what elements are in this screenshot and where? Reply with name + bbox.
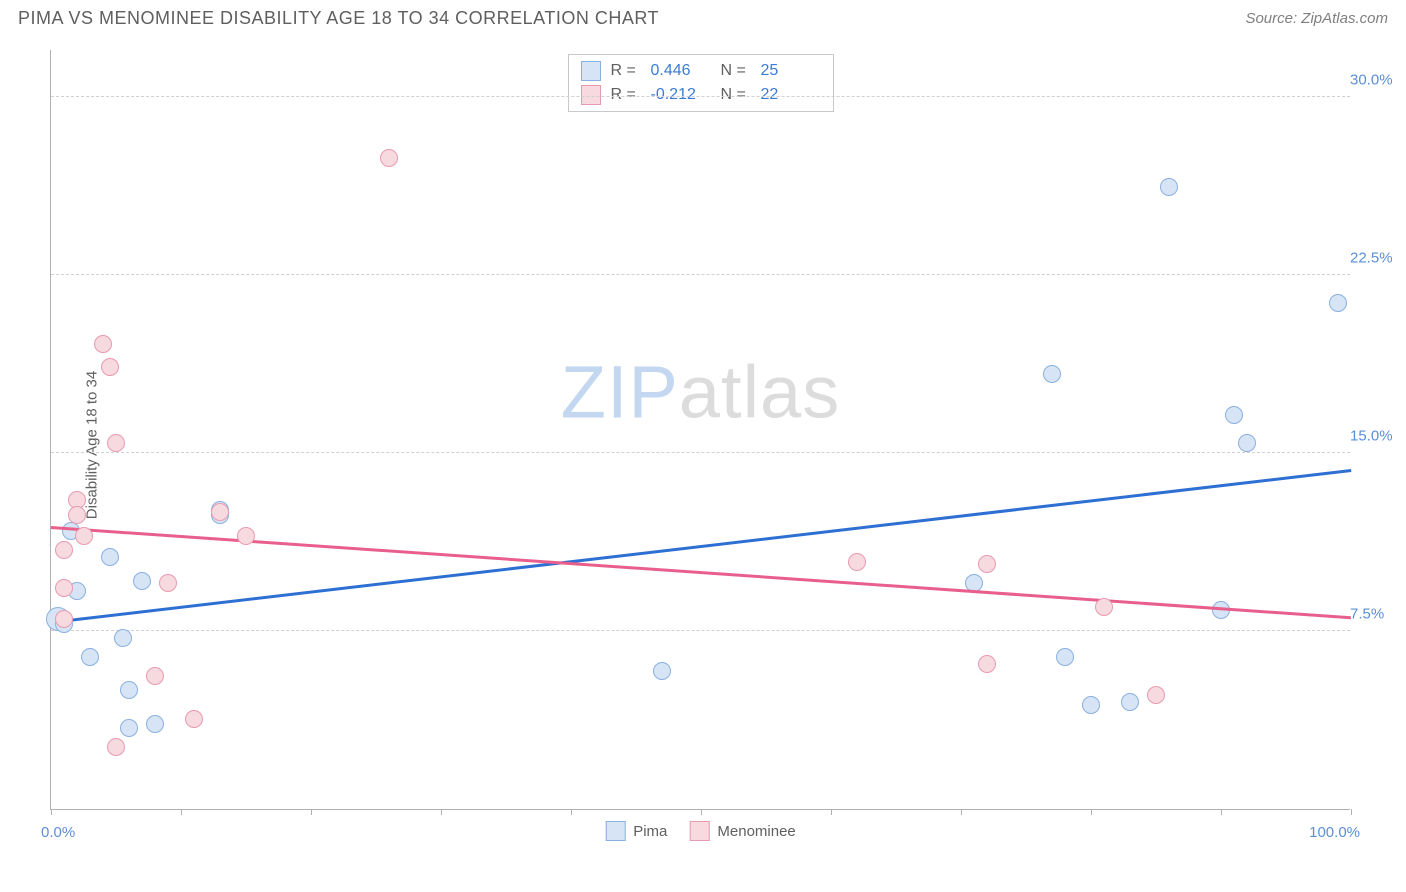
- scatter-point: [75, 527, 93, 545]
- series-swatch: [581, 61, 601, 81]
- stats-row: R = 0.446 N = 25: [581, 59, 821, 83]
- gridline: [51, 452, 1350, 453]
- scatter-point: [146, 667, 164, 685]
- scatter-point: [1082, 696, 1100, 714]
- legend-swatch: [689, 821, 709, 841]
- scatter-point: [94, 335, 112, 353]
- chart-title: PIMA VS MENOMINEE DISABILITY AGE 18 TO 3…: [18, 8, 659, 29]
- scatter-point: [237, 527, 255, 545]
- x-tick: [1091, 809, 1092, 815]
- y-tick-label: 30.0%: [1350, 71, 1400, 88]
- scatter-point: [1238, 434, 1256, 452]
- r-value: 0.446: [651, 62, 711, 80]
- y-tick-label: 22.5%: [1350, 249, 1400, 266]
- scatter-point: [1147, 686, 1165, 704]
- x-axis-max-label: 100.0%: [1309, 824, 1360, 841]
- y-tick-label: 7.5%: [1350, 605, 1400, 622]
- scatter-point: [101, 548, 119, 566]
- y-tick-label: 15.0%: [1350, 427, 1400, 444]
- watermark-zip: ZIP: [561, 350, 679, 433]
- gridline: [51, 274, 1350, 275]
- scatter-point: [1043, 365, 1061, 383]
- gridline: [51, 630, 1350, 631]
- x-tick: [961, 809, 962, 815]
- plot-area: ZIPatlas R =0.446N =25R =-0.212N =22 0.0…: [50, 50, 1350, 810]
- legend-item: Menominee: [689, 821, 795, 841]
- scatter-point: [653, 662, 671, 680]
- x-tick: [1351, 809, 1352, 815]
- gridline: [51, 96, 1350, 97]
- scatter-point: [1160, 178, 1178, 196]
- scatter-point: [1329, 294, 1347, 312]
- scatter-point: [380, 149, 398, 167]
- scatter-point: [848, 553, 866, 571]
- x-tick: [571, 809, 572, 815]
- source-label: Source: ZipAtlas.com: [1245, 10, 1388, 27]
- x-tick: [831, 809, 832, 815]
- scatter-point: [159, 574, 177, 592]
- scatter-point: [55, 579, 73, 597]
- scatter-point: [107, 434, 125, 452]
- scatter-point: [55, 541, 73, 559]
- legend-swatch: [605, 821, 625, 841]
- scatter-point: [120, 719, 138, 737]
- scatter-point: [101, 358, 119, 376]
- series-legend: Pima Menominee: [605, 821, 796, 841]
- x-tick: [51, 809, 52, 815]
- chart-container: Disability Age 18 to 34 ZIPatlas R =0.44…: [50, 50, 1390, 840]
- scatter-point: [978, 655, 996, 673]
- scatter-point: [1121, 693, 1139, 711]
- scatter-point: [978, 555, 996, 573]
- x-tick: [701, 809, 702, 815]
- watermark-atlas: atlas: [679, 350, 840, 433]
- scatter-point: [1225, 406, 1243, 424]
- r-label: R =: [611, 62, 641, 80]
- legend-item: Pima: [605, 821, 667, 841]
- scatter-point: [133, 572, 151, 590]
- x-tick: [181, 809, 182, 815]
- scatter-point: [146, 715, 164, 733]
- scatter-point: [55, 610, 73, 628]
- stats-legend-box: R =0.446N =25R =-0.212N =22: [568, 54, 834, 112]
- scatter-point: [185, 710, 203, 728]
- x-axis-min-label: 0.0%: [41, 824, 75, 841]
- x-tick: [1221, 809, 1222, 815]
- scatter-point: [211, 503, 229, 521]
- legend-label: Pima: [633, 823, 667, 840]
- scatter-point: [68, 506, 86, 524]
- scatter-point: [81, 648, 99, 666]
- x-tick: [441, 809, 442, 815]
- watermark: ZIPatlas: [561, 349, 840, 434]
- n-value: 25: [761, 62, 821, 80]
- legend-label: Menominee: [717, 823, 795, 840]
- n-label: N =: [721, 62, 751, 80]
- scatter-point: [1095, 598, 1113, 616]
- scatter-point: [120, 681, 138, 699]
- scatter-point: [107, 738, 125, 756]
- scatter-point: [114, 629, 132, 647]
- trend-line: [51, 469, 1351, 623]
- scatter-point: [1056, 648, 1074, 666]
- x-tick: [311, 809, 312, 815]
